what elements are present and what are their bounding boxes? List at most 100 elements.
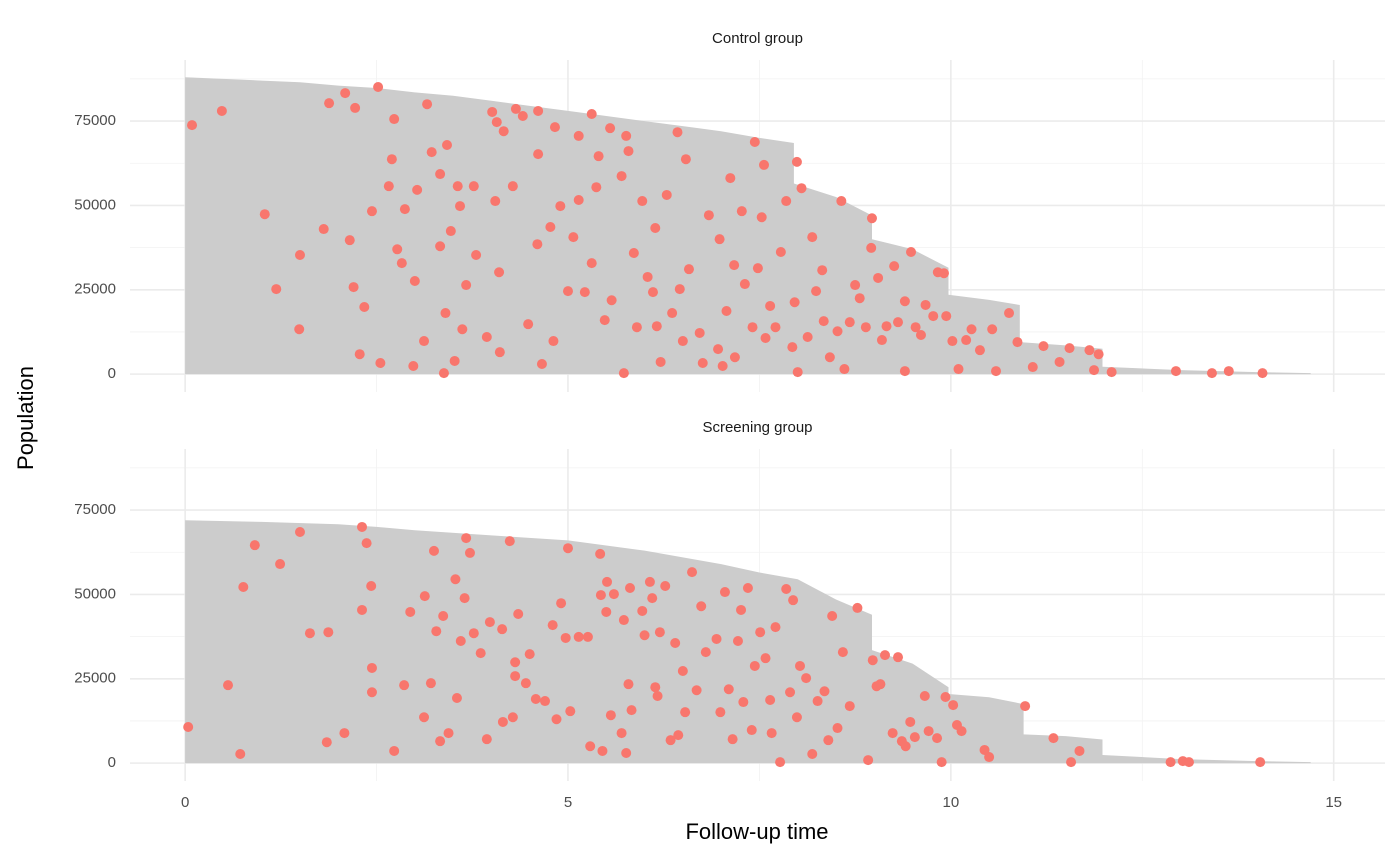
event-point: [481, 734, 492, 745]
event-point: [785, 687, 796, 698]
y-tick-label: 50000: [74, 585, 116, 602]
event-point: [375, 357, 386, 368]
event-point: [259, 209, 270, 220]
event-point: [723, 684, 734, 695]
event-point: [910, 322, 921, 333]
event-point: [520, 678, 531, 689]
event-point: [481, 332, 492, 343]
event-point: [791, 712, 802, 723]
event-point: [905, 716, 916, 727]
event-point: [736, 206, 747, 217]
event-point: [765, 300, 776, 311]
event-point: [677, 336, 688, 347]
event-point: [625, 583, 636, 594]
event-point: [1066, 757, 1077, 768]
y-tick-label: 25000: [74, 281, 116, 298]
event-point: [510, 671, 521, 682]
event-point: [1089, 365, 1100, 376]
event-point: [642, 271, 653, 282]
event-point: [755, 627, 766, 638]
event-point: [408, 361, 419, 372]
event-point: [936, 757, 947, 768]
event-point: [475, 648, 486, 659]
event-point: [440, 308, 451, 319]
event-point: [683, 264, 694, 275]
event-point: [637, 605, 648, 616]
event-point: [549, 122, 560, 133]
event-point: [523, 319, 534, 330]
event-point: [792, 367, 803, 378]
event-point: [249, 540, 260, 551]
event-point: [1255, 757, 1266, 768]
event-point: [725, 173, 736, 184]
event-point: [318, 224, 329, 235]
event-point: [494, 347, 505, 358]
event-point: [854, 293, 865, 304]
event-point: [459, 593, 470, 604]
event-point: [350, 102, 361, 113]
event-point: [655, 356, 666, 367]
event-point: [271, 284, 282, 295]
population-area: [185, 520, 1311, 764]
event-point: [1223, 366, 1234, 377]
event-point: [789, 297, 800, 308]
event-point: [510, 657, 521, 668]
event-point: [811, 286, 822, 297]
event-point: [713, 344, 724, 355]
event-point: [428, 545, 439, 556]
event-point: [497, 716, 508, 727]
event-point: [749, 136, 760, 147]
event-point: [961, 335, 972, 346]
event-point: [919, 690, 930, 701]
event-point: [667, 308, 678, 319]
y-tick-label: 50000: [74, 196, 116, 213]
event-point: [787, 342, 798, 353]
event-point: [644, 576, 655, 587]
event-point: [412, 184, 423, 195]
event-point: [1106, 367, 1117, 378]
event-point: [1064, 343, 1075, 354]
y-tick-label: 0: [108, 754, 116, 771]
event-point: [504, 536, 515, 547]
event-point: [626, 705, 637, 716]
event-point: [694, 327, 705, 338]
event-point: [348, 282, 359, 293]
event-point: [794, 660, 805, 671]
event-point: [674, 284, 685, 295]
event-point: [647, 287, 658, 298]
event-point: [621, 747, 632, 758]
event-point: [837, 647, 848, 658]
event-point: [923, 726, 934, 737]
event-point: [560, 632, 571, 643]
event-point: [987, 324, 998, 335]
event-point: [498, 126, 509, 137]
event-point: [605, 123, 616, 134]
event-point: [824, 352, 835, 363]
event-point: [628, 247, 639, 258]
event-point: [956, 726, 967, 737]
event-point: [639, 630, 650, 641]
event-point: [1054, 356, 1065, 367]
event-point: [881, 321, 892, 332]
event-point: [940, 691, 951, 702]
event-point: [507, 181, 518, 192]
event-point: [1183, 757, 1194, 768]
event-point: [670, 638, 681, 649]
event-point: [818, 316, 829, 327]
event-point: [900, 741, 911, 752]
event-point: [565, 706, 576, 717]
event-point: [817, 265, 828, 276]
event-point: [294, 527, 305, 537]
event-point: [455, 201, 466, 212]
event-point: [909, 732, 920, 743]
event-point: [938, 268, 949, 279]
event-point: [781, 196, 792, 207]
event-point: [852, 602, 863, 613]
event-point: [947, 336, 958, 347]
event-point: [827, 611, 838, 622]
event-point: [715, 707, 726, 718]
event-point: [366, 206, 377, 217]
event-point: [637, 196, 648, 207]
event-point: [321, 737, 332, 748]
